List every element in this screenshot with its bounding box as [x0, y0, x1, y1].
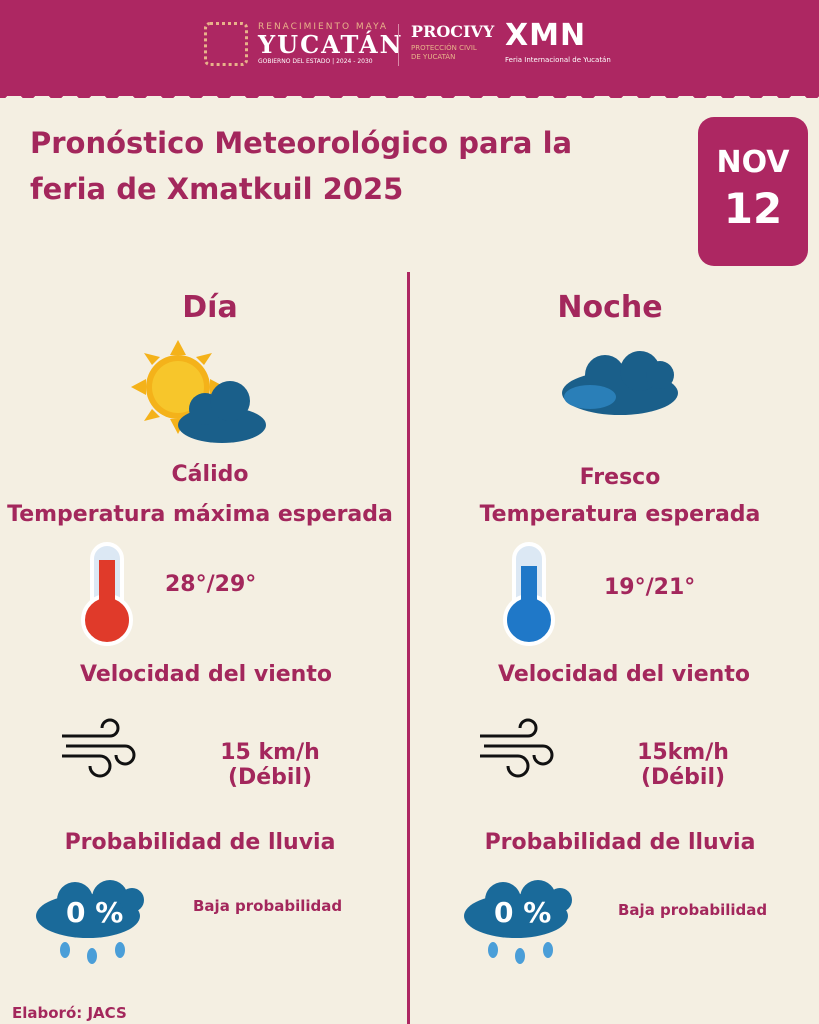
- night-temp: 19°/21°: [604, 575, 696, 600]
- thermometer-cold-icon: [503, 542, 555, 646]
- day-rain-text: Baja probabilidad: [193, 897, 343, 915]
- gov-sub: GOBIERNO DEL ESTADO | 2024 - 2030: [258, 58, 373, 65]
- night-condition: Fresco: [579, 465, 661, 490]
- gov-name: YUCATÁN: [258, 30, 404, 59]
- day-wind-label: Velocidad del viento: [80, 662, 332, 687]
- night-temp-label: Temperatura esperada: [479, 502, 761, 527]
- night-wind-label: Velocidad del viento: [498, 662, 750, 687]
- sun-cloud-icon: [131, 340, 266, 443]
- footer-credit: Elaboró: JACS: [12, 1004, 127, 1022]
- zigzag-border: [0, 80, 819, 98]
- xmn-logo: XMN: [505, 18, 587, 53]
- night-wind: 15km/h (Débil): [637, 740, 729, 790]
- procivy-sub: DE YUCATÁN: [411, 53, 456, 61]
- night-rain-pct: 0 %: [494, 896, 552, 929]
- night-heading: Noche: [557, 290, 663, 325]
- gov-tagline: RENACIMIENTO MAYA: [258, 22, 389, 32]
- procivy: PROCIVY: [411, 22, 495, 41]
- rain-cloud-icon: [36, 880, 144, 964]
- day-wind: 15 km/h (Débil): [220, 740, 320, 790]
- day-temp-label: Temperatura máxima esperada: [7, 502, 393, 527]
- day-rain-label: Probabilidad de lluvia: [64, 830, 336, 855]
- night-rain-label: Probabilidad de lluvia: [484, 830, 756, 855]
- day-temp: 28°/29°: [165, 572, 257, 597]
- cloud-icon: [562, 351, 678, 415]
- night-rain-text: Baja probabilidad: [618, 901, 768, 919]
- xmn-sub: Feria Internacional de Yucatán: [505, 56, 611, 64]
- wind-icon: [480, 718, 554, 778]
- thermometer-hot-icon: [81, 542, 133, 646]
- column-divider: [407, 272, 410, 1024]
- day-rain-pct: 0 %: [66, 896, 124, 929]
- date-badge: NOV 12: [698, 117, 808, 266]
- rain-cloud-icon: [464, 880, 572, 964]
- day-heading: Día: [182, 290, 238, 325]
- yucatan-logo-icon: [204, 22, 248, 66]
- wind-icon: [62, 718, 136, 778]
- day-condition: Cálido: [171, 462, 249, 487]
- page-title: Pronóstico Meteorológico para la feria de…: [30, 126, 573, 206]
- procivy-sub: PROTECCIÓN CIVIL: [411, 44, 477, 52]
